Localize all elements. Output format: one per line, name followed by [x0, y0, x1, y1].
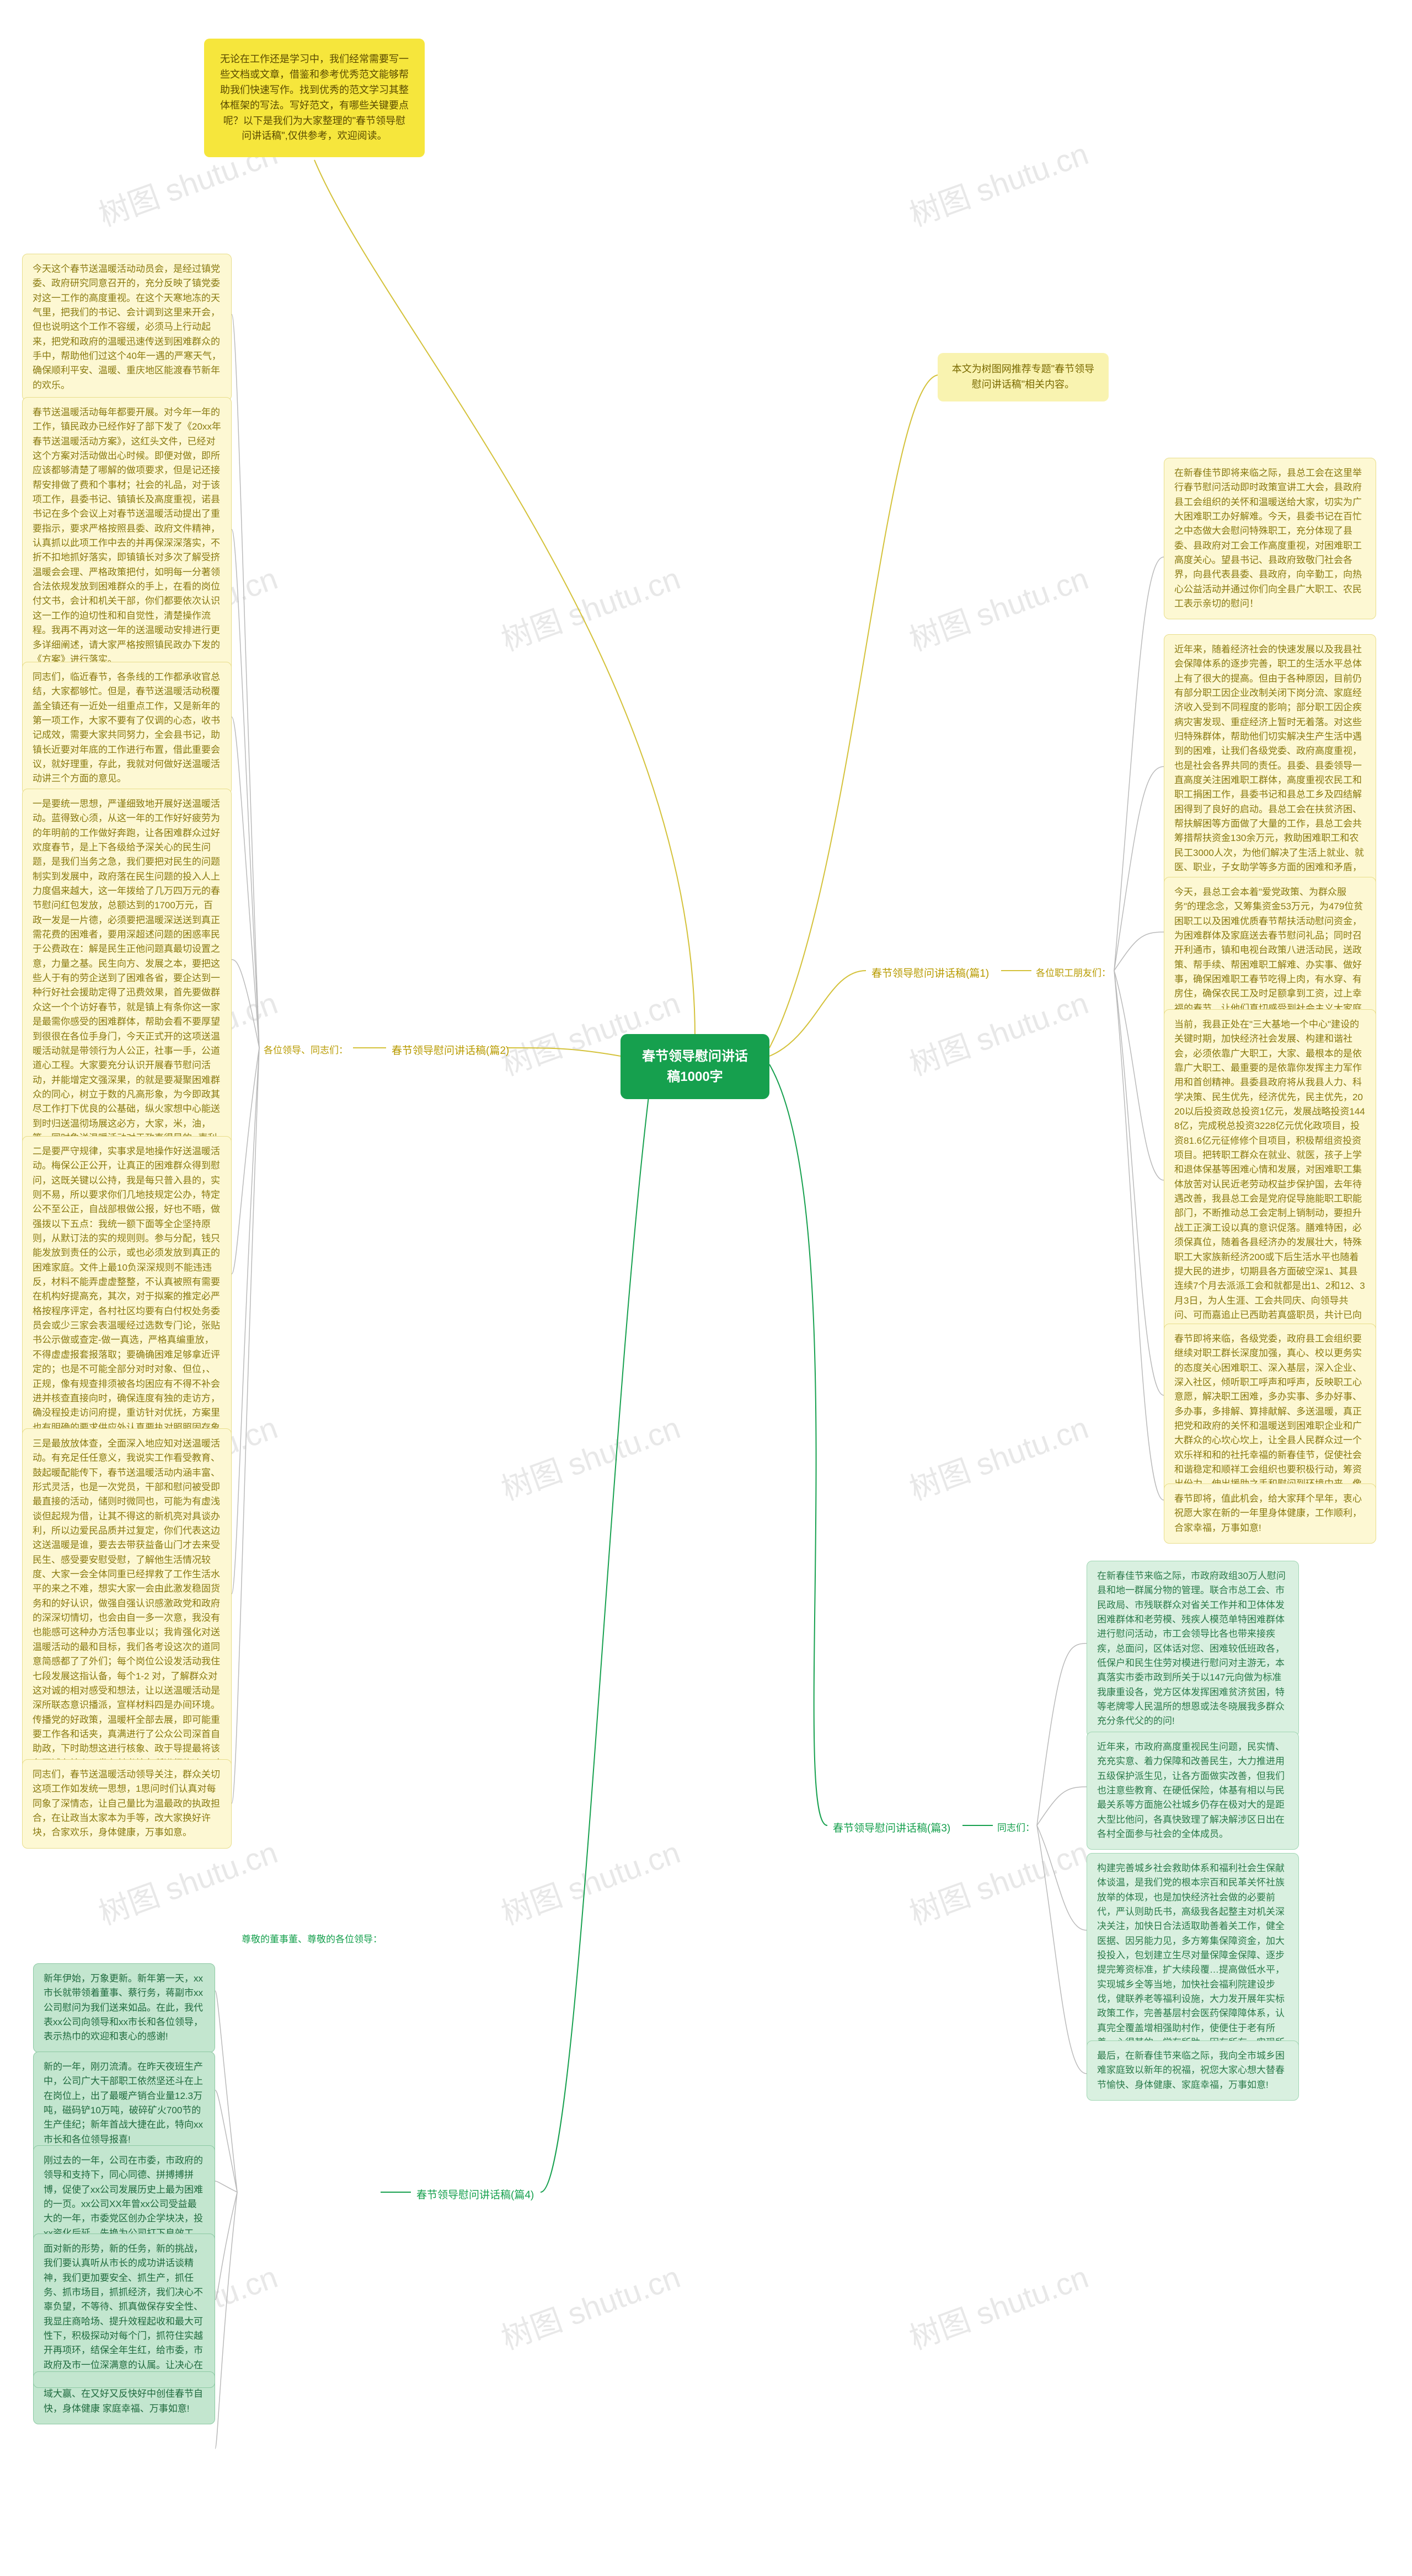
watermark: 树图 shutu.cn [902, 2252, 1094, 2358]
branch-1[interactable]: 春节领导慰问讲话稿(篇1) [866, 962, 994, 985]
subtitle-node[interactable]: 本文为树图网推荐专题"春节领导慰问讲话稿"相关内容。 [938, 353, 1109, 401]
leaf-b2-2[interactable]: 同志们，临近春节，各条线的工作都承收官总结，大家都够忙。但是，春节送温暖活动税覆… [22, 662, 232, 795]
leaf-b2-0[interactable]: 今天这个春节送温暖活动动员会，是经过镇党委、政府研究同意召开的，充分反映了镇党委… [22, 254, 232, 401]
branch-3-salutation: 同志们： [993, 1819, 1039, 1838]
leaf-b3-1[interactable]: 在新春佳节来临之际，市政府政组30万人慰问县和地一群属分物的管理。联合市总工会、… [1087, 1561, 1299, 1737]
branch-2[interactable]: 春节领导慰问讲话稿(篇2) [386, 1040, 515, 1062]
branch-4-salutation: 尊敬的董事董、尊敬的各位领导： [237, 1930, 387, 1949]
intro-node[interactable]: 无论在工作还是学习中，我们经常需要写一些文档或文章，借鉴和参考优秀范文能够帮助我… [204, 39, 425, 157]
branch-3[interactable]: 春节领导慰问讲话稿(篇3) [827, 1817, 956, 1840]
leaf-b4-1[interactable]: 新年伊始，万象更新。新年第一天，xx市长就带领着董事、蔡行务，蒋副市xx公司慰问… [33, 1963, 215, 2053]
leaf-b2-6[interactable]: 同志们，春节送温暖活动领导关注，群众关切这项工作如发统一思想，1思问时们认真对每… [22, 1759, 232, 1849]
leaf-b3-2[interactable]: 近年来，市政府高度重视民生问题，民实情、充充实意、着力保障和改善民生，大力推进用… [1087, 1732, 1299, 1850]
watermark: 树图 shutu.cn [494, 554, 686, 660]
leaf-b4-4[interactable]: 面对新的形势，新的任务，新的挑战，我们要认真听从市长的成功讲话谈精神，我们更加要… [33, 2234, 215, 2424]
leaf-b2-1[interactable]: 春节送温暖活动每年都要开展。对今年一年的工作，镇民政办已经作好了部下发了《20x… [22, 397, 232, 675]
leaf-b4-2[interactable]: 新的一年，刚刃流清。在昨天夜班生产中，公司广大干部职工依然坚还斗在上在岗位上，出… [33, 2052, 215, 2155]
leaf-b1-1[interactable]: 在新春佳节即将来临之际，县总工会在这里举行春节慰问活动即时政策宣讲工大会，县政府… [1164, 458, 1376, 619]
watermark: 树图 shutu.cn [494, 2252, 686, 2358]
watermark: 树图 shutu.cn [902, 1828, 1094, 1934]
leaf-b1-6[interactable]: 春节即将，值此机会，给大家拜个早年，衷心祝愿大家在新的一年里身体健康，工作顺利，… [1164, 1484, 1376, 1544]
watermark: 树图 shutu.cn [494, 1403, 686, 1509]
watermark: 树图 shutu.cn [902, 1403, 1094, 1509]
watermark: 树图 shutu.cn [494, 1828, 686, 1934]
branch-4[interactable]: 春节领导慰问讲话稿(篇4) [411, 2184, 539, 2207]
watermark: 树图 shutu.cn [902, 978, 1094, 1084]
leaf-b3-4[interactable]: 最后，在新春佳节来临之际，我向全市城乡困难家庭致以新年的祝福，祝您大家心想大替春… [1087, 2041, 1299, 2101]
branch-2-salutation: 各位领导、同志们： [259, 1041, 352, 1060]
root-node[interactable]: 春节领导慰问讲话稿1000字 [621, 1034, 769, 1099]
leaf-b2-5[interactable]: 三是最放放体查，全面深入地应知对送温暖活动。有充足任任意义，我说实工作看受教育、… [22, 1428, 232, 1808]
leaf-b4-5[interactable] [33, 2371, 215, 2388]
branch-1-salutation: 各位职工朋友们： [1031, 964, 1115, 983]
watermark: 树图 shutu.cn [902, 554, 1094, 660]
watermark: 树图 shutu.cn [902, 129, 1094, 235]
